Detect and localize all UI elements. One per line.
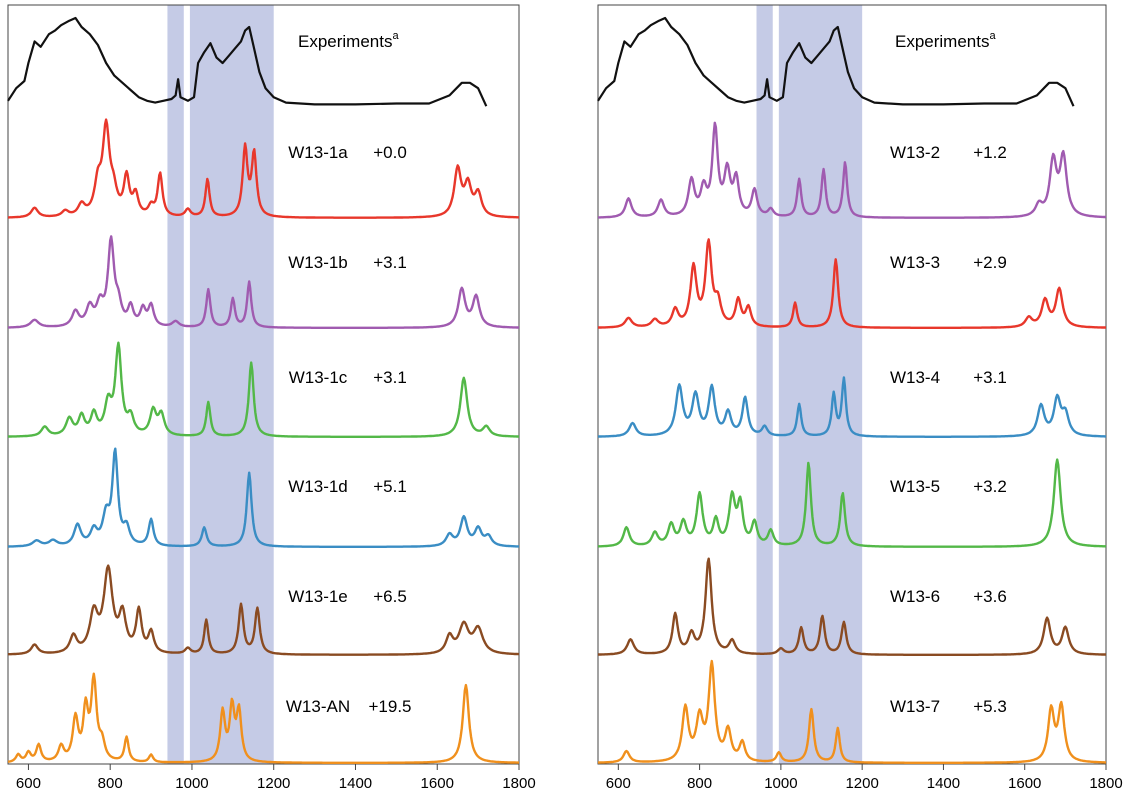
relative-energy-label: +3.1 — [373, 368, 407, 387]
relative-energy-label: +19.5 — [368, 697, 411, 716]
relative-energy-label: +3.2 — [973, 477, 1007, 496]
x-tick-label: 1000 — [175, 775, 208, 792]
experiment-label: Experimentsa — [298, 30, 399, 51]
relative-energy-label: +3.6 — [973, 587, 1007, 606]
x-tick-label: 1800 — [1089, 775, 1122, 792]
relative-energy-label: +3.1 — [973, 368, 1007, 387]
x-tick-label: 1400 — [339, 775, 372, 792]
relative-energy-label: +5.1 — [373, 477, 407, 496]
conformer-label: W13-1e — [288, 587, 348, 606]
relative-energy-label: +2.9 — [973, 253, 1007, 272]
conformer-label: W13-1d — [288, 477, 348, 496]
spectrum-line-w13-an — [7, 672, 520, 764]
x-tick-label: 1200 — [257, 775, 290, 792]
highlight-band — [756, 5, 773, 764]
relative-energy-label: +3.1 — [373, 253, 407, 272]
conformer-label: W13-AN — [286, 697, 350, 716]
conformer-label: W13-1b — [288, 253, 348, 272]
spectrum-line-w13-6 — [597, 557, 1107, 656]
conformer-label: W13-3 — [890, 253, 940, 272]
conformer-label: W13-6 — [890, 587, 940, 606]
relative-energy-label: +6.5 — [373, 587, 407, 606]
highlight-band — [778, 5, 863, 764]
spectrum-line-w13-1b — [7, 235, 520, 329]
plot-frame — [7, 4, 520, 765]
x-tick-label: 1600 — [421, 775, 454, 792]
experiment-superscript: a — [989, 30, 996, 42]
experiment-label: Experimentsa — [895, 30, 996, 51]
spectrum-line-w13-1c — [7, 341, 520, 438]
conformer-label: W13-4 — [890, 368, 940, 387]
spectrum-line-w13-7 — [597, 659, 1107, 764]
conformer-label: W13-7 — [890, 697, 940, 716]
x-tick-label: 800 — [98, 775, 123, 792]
x-tick-label: 600 — [606, 775, 631, 792]
left-panel: 600 800 1000 1200 1400 1600 1800 Experimentsa W1… — [7, 4, 536, 792]
right-panel: 600 800 1000 1200 1400 1600 1800 Experimentsa W1… — [597, 4, 1123, 792]
conformer-label: W13-1a — [288, 143, 348, 162]
x-tick-label: 1600 — [1008, 775, 1041, 792]
conformer-label: W13-1c — [289, 368, 348, 387]
spectrum-line-w13-1a — [7, 118, 520, 219]
x-tick-label: 1800 — [502, 775, 535, 792]
spectrum-line-w13-1d — [7, 447, 520, 548]
x-tick-label: 1000 — [764, 775, 797, 792]
x-tick-label: 800 — [687, 775, 712, 792]
highlight-band — [167, 5, 184, 764]
spectrum-line-w13-4 — [597, 376, 1107, 438]
spectrum-line-w13-1e — [7, 564, 520, 656]
conformer-label: W13-2 — [890, 143, 940, 162]
conformer-label: W13-5 — [890, 477, 940, 496]
relative-energy-label: +5.3 — [973, 697, 1007, 716]
experiment-superscript: a — [392, 30, 399, 42]
spectrum-line-w13-2 — [597, 121, 1107, 219]
relative-energy-label: +0.0 — [373, 143, 407, 162]
relative-energy-label: +1.2 — [973, 143, 1007, 162]
plot-frame — [597, 4, 1107, 765]
spectrum-line-w13-5 — [597, 458, 1107, 548]
x-tick-label: 1200 — [845, 775, 878, 792]
spectrum-line-experiments — [7, 16, 488, 107]
x-tick-label: 1400 — [927, 775, 960, 792]
x-tick-label: 600 — [16, 775, 41, 792]
spectrum-line-w13-3 — [597, 238, 1107, 329]
spectrum-line-experiments — [597, 16, 1075, 107]
